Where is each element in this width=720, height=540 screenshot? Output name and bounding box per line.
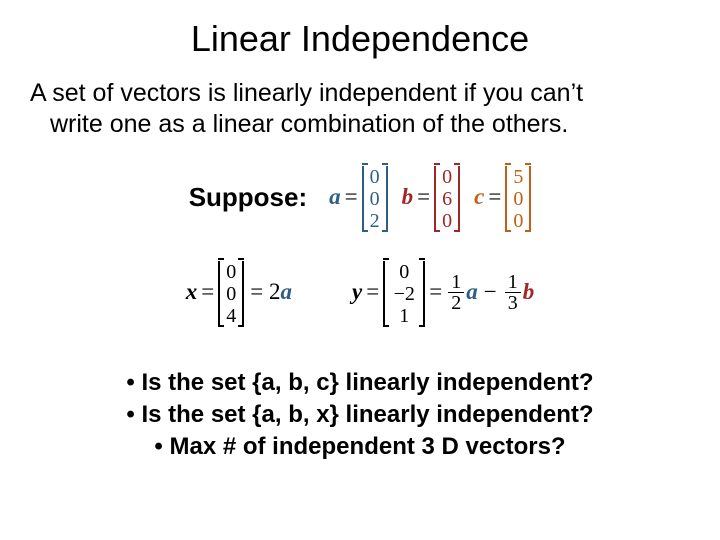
definition-line-2: write one as a linear combination of the…: [30, 110, 568, 138]
vector-x-v2: 4: [226, 305, 236, 327]
suppose-row: Suppose: a = 0 0 2 b = 0 6 0: [30, 163, 690, 232]
vector-a-v2: 2: [370, 210, 380, 232]
vector-x-bracket: 0 0 4: [218, 258, 244, 327]
vector-b-v2: 0: [442, 210, 452, 232]
question-1: • Is the set {a, b, c} linearly independ…: [30, 367, 690, 399]
vector-b-bracket: 0 6 0: [434, 163, 460, 232]
x-rhs-scalar: = 2: [250, 279, 280, 305]
vector-c-def: c = 5 0 0: [474, 163, 531, 232]
definition-line-1: A set of vectors is linearly independent…: [30, 79, 583, 107]
equals-sign: =: [488, 184, 501, 210]
slide: Linear Independence A set of vectors is …: [0, 0, 720, 540]
vector-c-bracket: 5 0 0: [505, 163, 531, 232]
minus-sign: −: [484, 279, 497, 305]
example-x: x = 0 0 4 = 2a: [186, 258, 292, 327]
x-rhs-vec: a: [281, 279, 293, 305]
y-term2-den: 3: [505, 293, 521, 313]
vector-b-column: 0 6 0: [434, 166, 460, 232]
vector-b-v0: 0: [442, 166, 452, 188]
questions-block: • Is the set {a, b, c} linearly independ…: [30, 367, 690, 464]
y-term1-den: 2: [448, 293, 464, 313]
suppose-label: Suppose:: [189, 182, 307, 213]
y-term1-frac: 1 2: [448, 272, 464, 313]
equals-sign: =: [366, 279, 379, 305]
vector-b-name: b: [402, 184, 414, 210]
vector-c-v1: 0: [513, 188, 523, 210]
equals-sign: =: [201, 279, 214, 305]
vector-x-v0: 0: [226, 261, 236, 283]
vector-b-v1: 6: [442, 188, 452, 210]
y-term2-frac: 1 3: [505, 272, 521, 313]
equals-sign: =: [417, 184, 430, 210]
vector-y-v1: −2: [394, 283, 415, 305]
example-y: y = 0 −2 1 = 1 2 a − 1 3 b: [352, 258, 534, 327]
vector-a-v0: 0: [370, 166, 380, 188]
vector-a-v1: 0: [370, 188, 380, 210]
vector-c-v2: 0: [513, 210, 523, 232]
vector-c-v0: 5: [513, 166, 523, 188]
y-term2-vec: b: [523, 279, 535, 305]
vector-c-column: 5 0 0: [505, 166, 531, 232]
y-term2-num: 1: [505, 272, 521, 293]
y-term1-vec: a: [466, 279, 478, 305]
equals-sign: =: [345, 184, 358, 210]
equals-sign: =: [429, 279, 442, 305]
vector-c-name: c: [474, 184, 484, 210]
vector-y-name: y: [352, 279, 362, 305]
vector-x-name: x: [186, 279, 198, 305]
question-2: • Is the set {a, b, x} linearly independ…: [30, 399, 690, 431]
examples-row: x = 0 0 4 = 2a y = 0 −2 1: [30, 258, 690, 327]
definition-text: A set of vectors is linearly independent…: [30, 78, 690, 141]
y-term1-num: 1: [448, 272, 464, 293]
vector-y-v2: 1: [399, 305, 409, 327]
question-3: • Max # of independent 3 D vectors?: [30, 431, 690, 463]
vector-y-column: 0 −2 1: [383, 261, 425, 327]
vector-b-def: b = 0 6 0: [402, 163, 460, 232]
vector-a-column: 0 0 2: [362, 166, 388, 232]
vector-a-bracket: 0 0 2: [362, 163, 388, 232]
vector-a-def: a = 0 0 2: [329, 163, 387, 232]
page-title: Linear Independence: [30, 18, 690, 60]
vector-y-bracket: 0 −2 1: [383, 258, 425, 327]
vector-x-column: 0 0 4: [218, 261, 244, 327]
vector-a-name: a: [329, 184, 341, 210]
vector-y-v0: 0: [399, 261, 409, 283]
vector-x-v1: 0: [226, 283, 236, 305]
